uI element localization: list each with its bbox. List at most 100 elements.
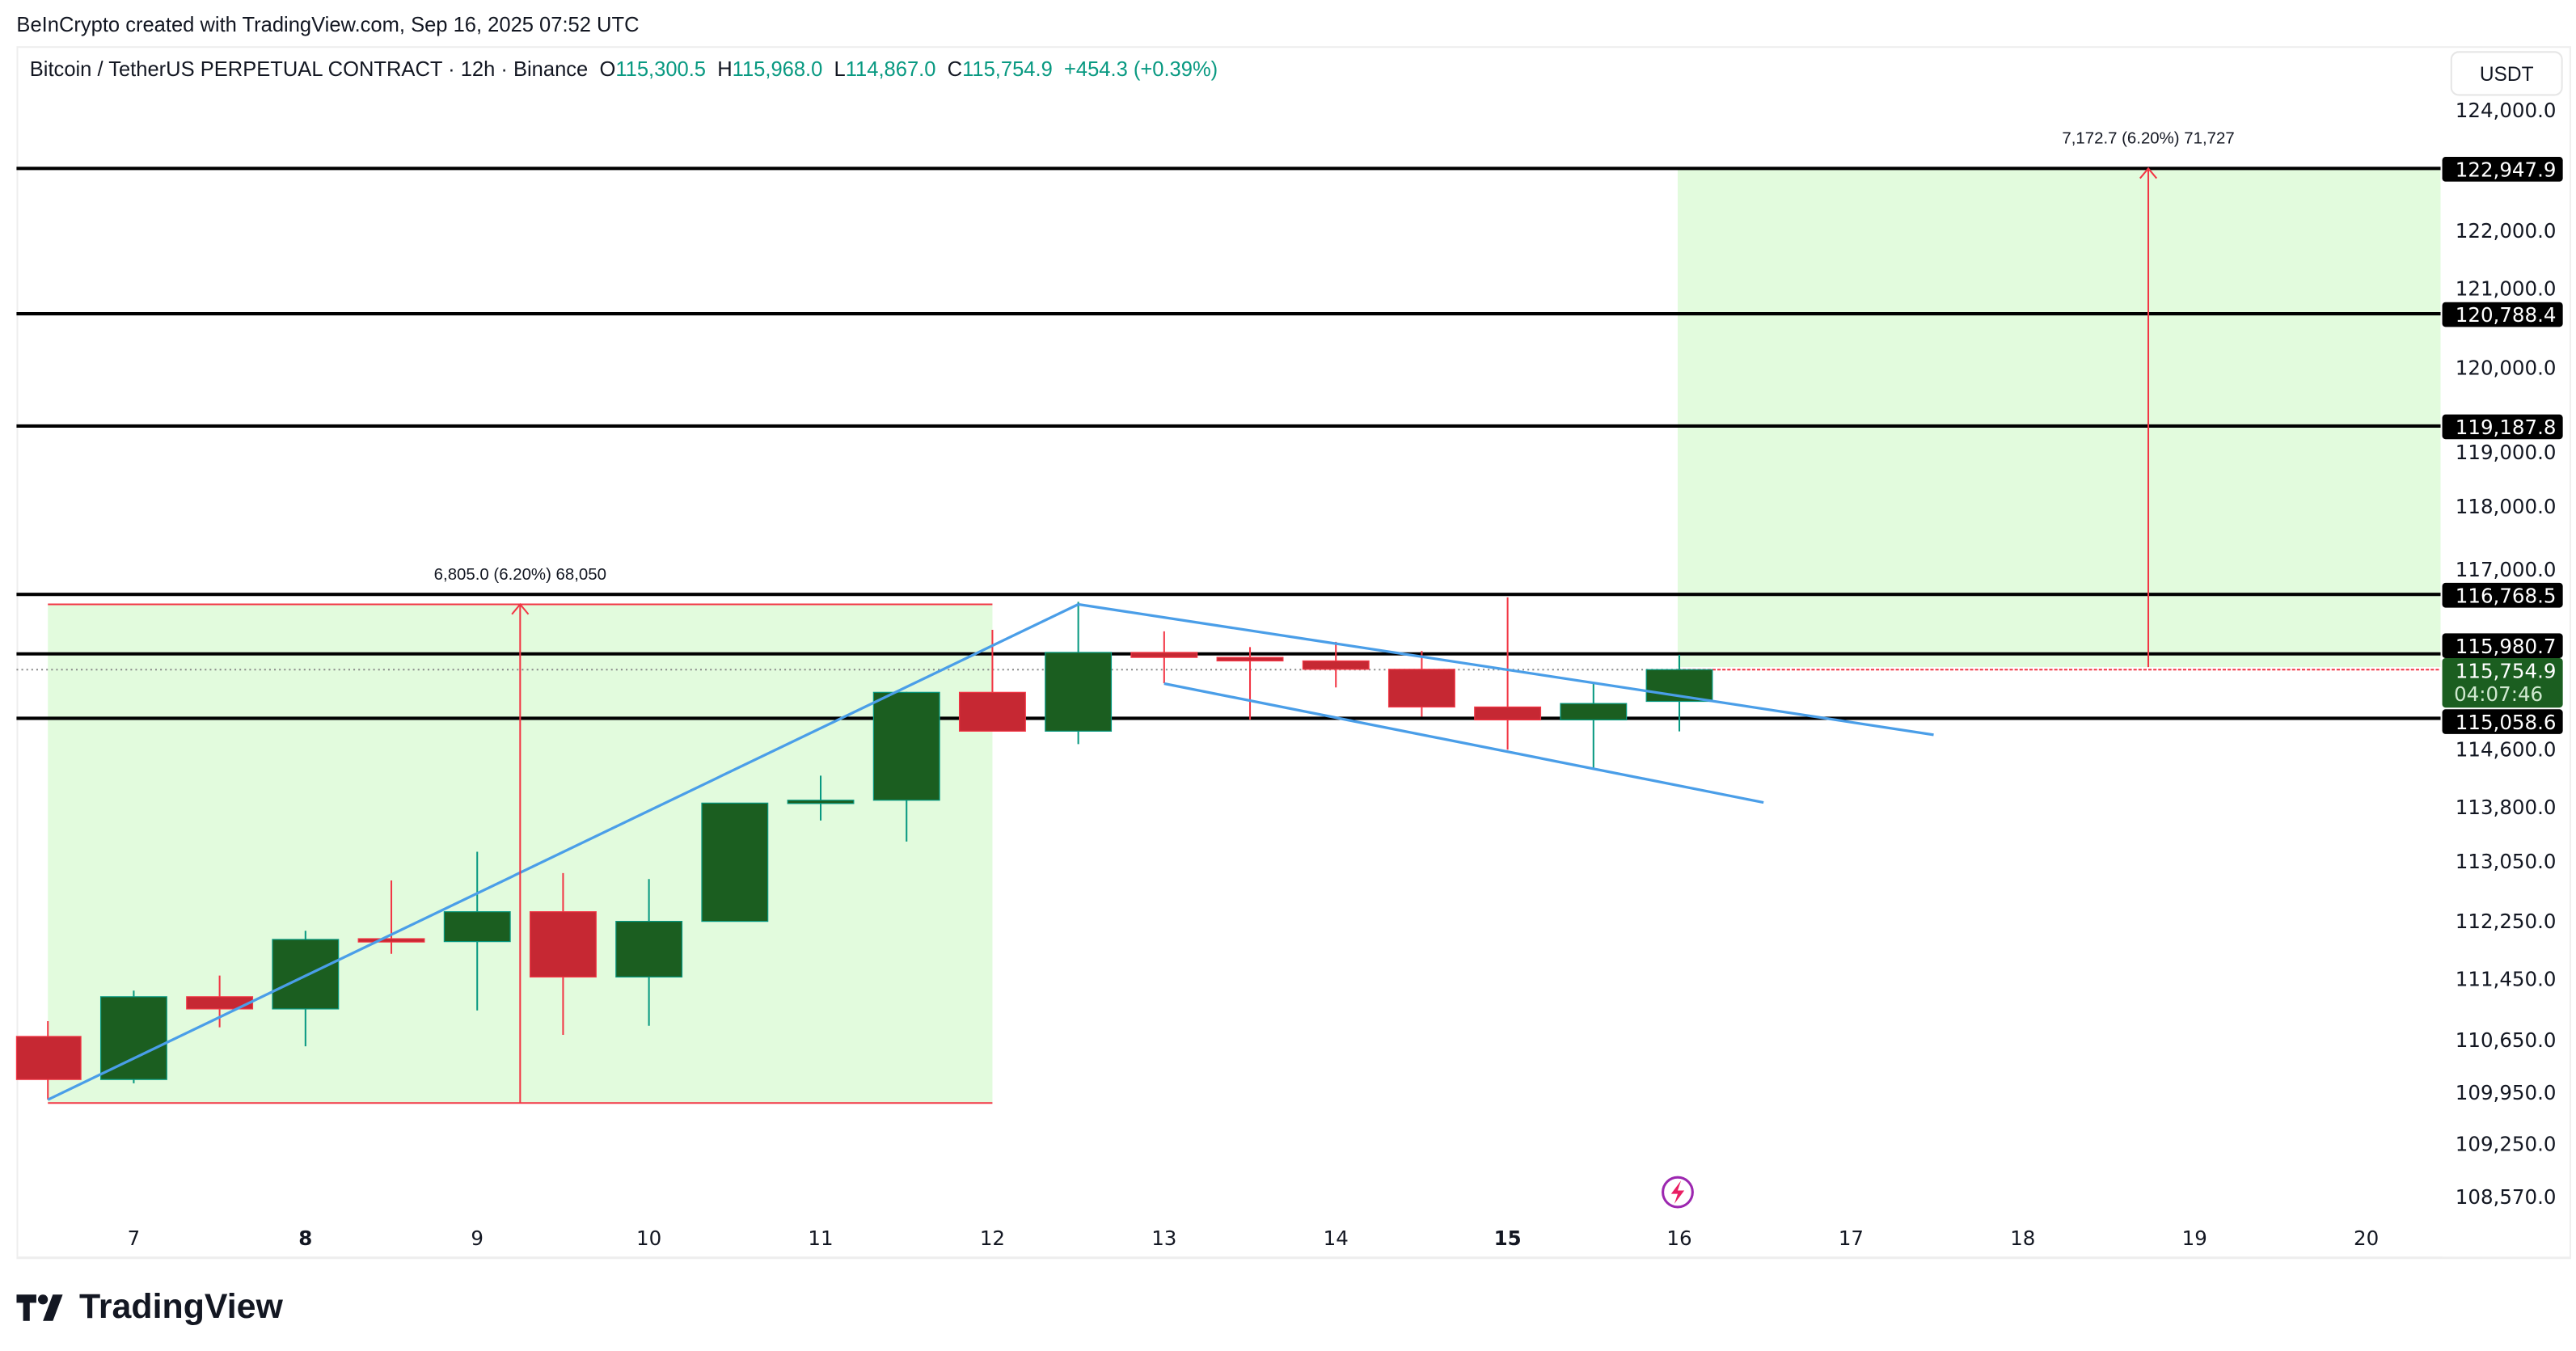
candle xyxy=(1130,631,1198,684)
date-tick-label: 15 xyxy=(1494,1226,1522,1250)
chart-frame xyxy=(16,46,2571,1259)
level-price-badge xyxy=(2442,633,2563,658)
date-tick-label: 19 xyxy=(2182,1226,2207,1250)
measure-label-right: 7,172.7 (6.20%) 71,727 xyxy=(2062,130,2234,148)
candle-body xyxy=(272,939,340,1010)
level-price-badge xyxy=(2442,414,2563,440)
candle-body xyxy=(872,691,940,801)
close-value: 115,754.9 xyxy=(962,57,1053,82)
trendline xyxy=(1163,682,1764,804)
date-tick-label: 11 xyxy=(808,1226,833,1250)
candle-body xyxy=(99,996,167,1080)
price-tick-label: 113,800.0 xyxy=(2456,796,2557,819)
price-tick-label: 109,950.0 xyxy=(2456,1081,2557,1104)
measure-arrow-right-head xyxy=(2139,167,2158,179)
candle-body xyxy=(958,691,1026,732)
date-tick-label: 18 xyxy=(2010,1226,2035,1250)
date-tick-label: 20 xyxy=(2354,1226,2379,1250)
level-price-badge xyxy=(2442,157,2563,182)
open-value: 115,300.5 xyxy=(615,57,707,82)
currency-button[interactable]: USDT xyxy=(2450,51,2563,96)
level-price-label: 116,768.5 xyxy=(2456,584,2557,607)
candle-body xyxy=(1302,660,1370,670)
price-tick-label: 118,000.0 xyxy=(2456,495,2557,518)
measure-arrow-left-head xyxy=(511,602,530,615)
price-tick-label: 121,000.0 xyxy=(2456,277,2557,301)
current-price-label: 115,754.9 xyxy=(2456,659,2557,682)
date-tick-label: 8 xyxy=(298,1226,312,1250)
price-tick-label: 122,000.0 xyxy=(2456,219,2557,243)
candle xyxy=(787,775,855,821)
level-price-label: 115,058.6 xyxy=(2456,711,2557,734)
date-tick-label: 10 xyxy=(636,1226,661,1250)
price-tick-label: 120,000.0 xyxy=(2456,357,2557,380)
low-label: L xyxy=(834,57,846,82)
change-value: +454.3 (+0.39%) xyxy=(1063,57,1218,82)
candle xyxy=(357,880,425,954)
candle xyxy=(529,872,597,1036)
candle xyxy=(1302,641,1370,688)
candle-body xyxy=(787,800,855,804)
candle xyxy=(443,851,511,1011)
candle xyxy=(1560,682,1628,769)
price-tick-label: 109,250.0 xyxy=(2456,1132,2557,1155)
candle xyxy=(872,691,940,842)
candle xyxy=(1387,651,1455,717)
low-value: 114,867.0 xyxy=(845,57,936,82)
candle xyxy=(701,802,769,922)
brand-name: TradingView xyxy=(79,1287,283,1326)
date-tick-label: 12 xyxy=(980,1226,1005,1250)
level-price-label: 115,980.7 xyxy=(2456,635,2557,658)
candle-body xyxy=(357,938,425,943)
high-label: H xyxy=(717,57,733,82)
candle-body xyxy=(1387,669,1455,708)
date-tick-label: 9 xyxy=(471,1226,484,1250)
close-label: C xyxy=(947,57,963,82)
candle-body xyxy=(529,911,597,978)
candle xyxy=(99,990,167,1083)
chart-credit: BeInCrypto created with TradingView.com,… xyxy=(16,13,640,36)
candle-body xyxy=(1130,652,1198,658)
level-price-label: 119,187.8 xyxy=(2456,416,2557,439)
level-price-label: 120,788.4 xyxy=(2456,303,2557,327)
price-tick-label: 114,600.0 xyxy=(2456,737,2557,761)
candle xyxy=(272,931,340,1047)
date-tick-label: 16 xyxy=(1666,1226,1691,1250)
current-price-badge xyxy=(2442,657,2563,708)
candle xyxy=(1045,602,1113,745)
candle-body xyxy=(1474,706,1542,721)
price-tick-label: 110,650.0 xyxy=(2456,1028,2557,1052)
level-price-label: 122,947.9 xyxy=(2456,158,2557,182)
date-tick-label: 17 xyxy=(1839,1226,1864,1250)
price-tick-label: 111,450.0 xyxy=(2456,967,2557,990)
price-tick-label: 117,000.0 xyxy=(2456,558,2557,581)
level-price-badge xyxy=(2442,709,2563,734)
candle-body xyxy=(15,1036,82,1080)
candle-body xyxy=(443,911,511,943)
symbol-title[interactable]: Bitcoin / TetherUS PERPETUAL CONTRACT · … xyxy=(29,57,589,82)
candle xyxy=(186,975,254,1028)
date-tick-label: 7 xyxy=(128,1226,141,1250)
countdown-label: 04:07:46 xyxy=(2454,682,2543,706)
candle-body xyxy=(1216,657,1284,662)
candle xyxy=(15,1021,82,1100)
trendline xyxy=(1078,602,1934,737)
measure-zone-right xyxy=(1677,168,2441,668)
level-price-badge xyxy=(2442,582,2563,608)
lightning-icon xyxy=(1662,1176,1694,1209)
date-tick-label: 14 xyxy=(1324,1226,1349,1250)
level-price-badge xyxy=(2442,302,2563,327)
candle-body xyxy=(1560,703,1628,721)
candle-body xyxy=(701,802,769,922)
candle xyxy=(1216,647,1284,720)
high-value: 115,968.0 xyxy=(732,57,823,82)
lightning-icon-bolt xyxy=(1670,1180,1685,1204)
candle-body xyxy=(186,996,254,1010)
symbol-legend: Bitcoin / TetherUS PERPETUAL CONTRACT · … xyxy=(30,57,1218,81)
date-tick-label: 13 xyxy=(1151,1226,1176,1250)
price-tick-label: 119,000.0 xyxy=(2456,441,2557,464)
trendline xyxy=(47,603,1079,1101)
price-tick-label: 113,050.0 xyxy=(2456,850,2557,873)
tradingview-logo-icon xyxy=(16,1294,63,1321)
